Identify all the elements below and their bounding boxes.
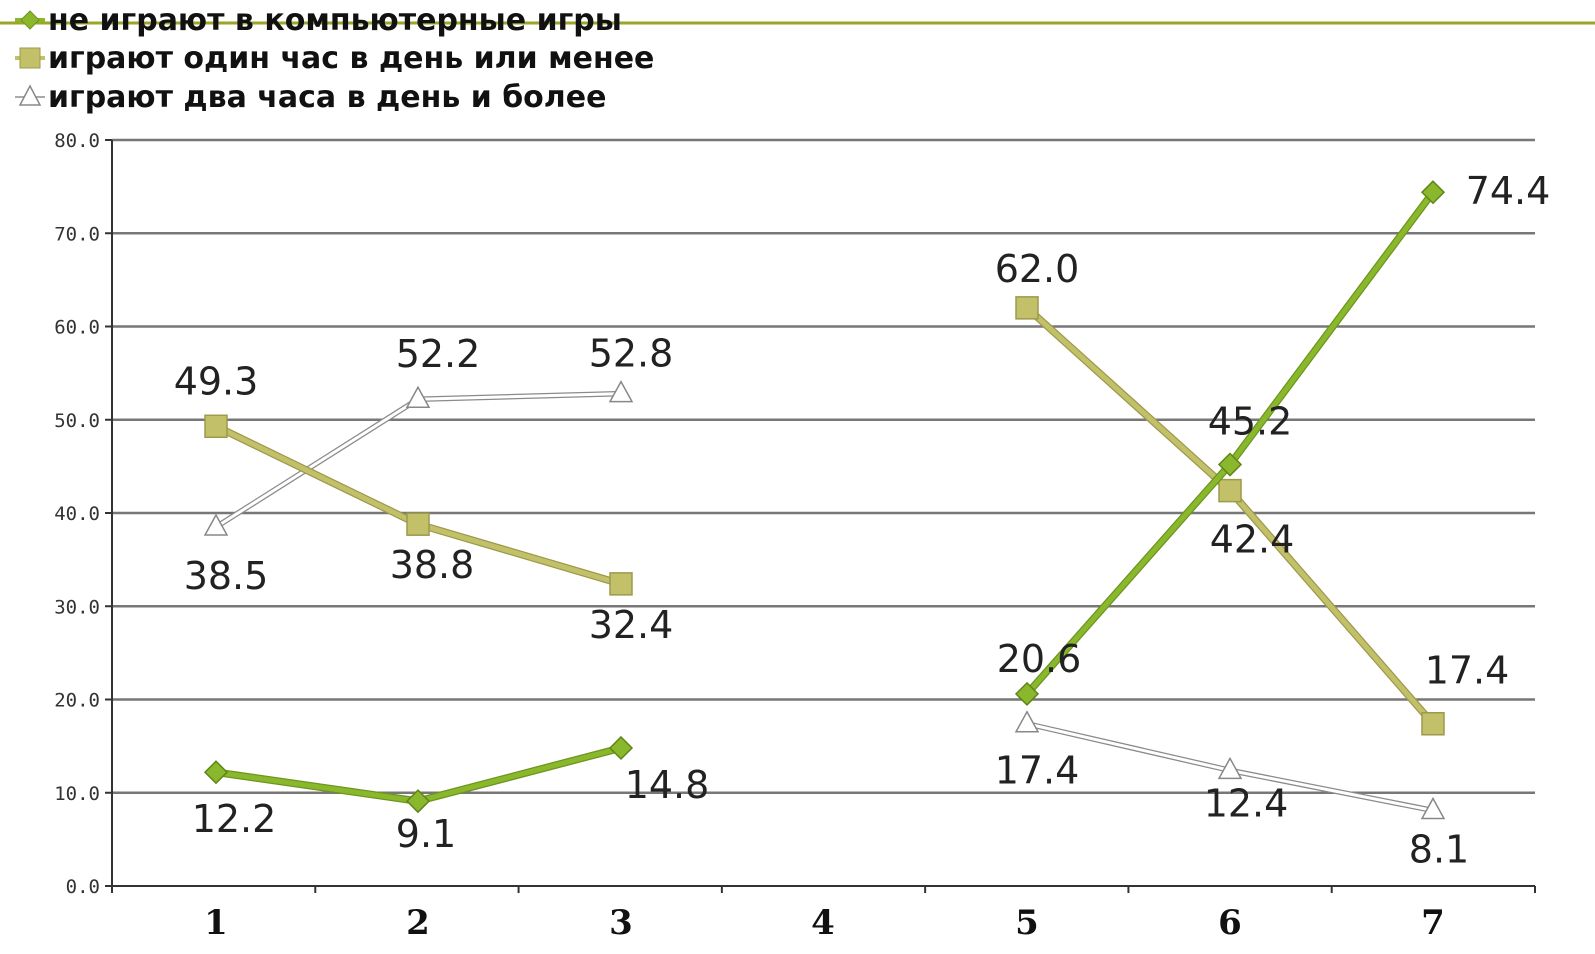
- y-tick-label: 80.0: [54, 130, 100, 152]
- x-tick-label: 6: [1218, 903, 1242, 943]
- data-point-square: [204, 414, 228, 439]
- y-tick-label: 40.0: [54, 503, 100, 525]
- series-2: [204, 296, 1445, 736]
- data-point-diamond: [1217, 452, 1243, 477]
- series-line: [215, 392, 622, 529]
- y-tick-label: 30.0: [54, 596, 100, 618]
- x-tick-label: 3: [609, 903, 633, 943]
- data-point-triangle: [1217, 756, 1243, 780]
- y-tick-label: 50.0: [54, 410, 100, 432]
- x-axis-ticks: 1 2 3 4 5 6 7: [111, 886, 1536, 943]
- triangle-marker-icon: [18, 84, 42, 106]
- data-point-square: [1218, 478, 1242, 503]
- data-label-series-2: 32.4: [589, 603, 674, 647]
- legend-item-1: не играют в компьютерные игры: [15, 3, 622, 38]
- y-tick-label: 60.0: [54, 317, 100, 339]
- data-point-triangle: [608, 380, 634, 403]
- x-tick-label: 1: [204, 903, 228, 943]
- data-label-series-2: 62.0: [995, 247, 1080, 291]
- x-tick-label: 5: [1015, 903, 1039, 943]
- data-label-series-1: 74.4: [1466, 169, 1551, 213]
- series-line: [1025, 305, 1435, 726]
- data-label-series-3: 38.5: [184, 554, 269, 598]
- data-label-series-1: 12.2: [192, 797, 277, 841]
- y-tick-label: 10.0: [54, 783, 100, 805]
- data-point-square: [1015, 296, 1039, 320]
- legend-label-2: играют один час в день или менее: [48, 41, 654, 76]
- data-point-diamond: [1014, 681, 1040, 706]
- data-point-triangle: [1014, 710, 1040, 733]
- data-label-series-3: 8.1: [1409, 827, 1469, 871]
- legend-label-1: не играют в компьютерные игры: [48, 3, 622, 38]
- data-point-square: [609, 572, 633, 596]
- y-tick-label: 0.0: [66, 876, 100, 898]
- x-tick-label: 7: [1421, 903, 1445, 943]
- data-label-series-1: 45.2: [1208, 400, 1293, 444]
- series-line-outline: [1024, 305, 1436, 727]
- x-tick-label: 4: [811, 903, 835, 943]
- series-3: [203, 380, 1446, 820]
- y-tick-label: 20.0: [54, 690, 100, 712]
- data-label-series-2: 42.4: [1210, 518, 1295, 562]
- legend-item-3: играют два часа в день и более: [15, 80, 606, 115]
- data-point-triangle: [405, 385, 431, 408]
- data-label-series-2: 38.8: [390, 543, 475, 587]
- data-point-square: [1421, 711, 1445, 736]
- gridlines: [112, 138, 1535, 794]
- data-label-series-1: 14.8: [625, 763, 710, 807]
- data-point-triangle: [1420, 796, 1446, 820]
- square-marker-icon: [19, 47, 41, 69]
- data-label-series-3: 17.4: [995, 749, 1080, 793]
- y-axis-ticks: 0.0 10.0 20.0 30.0 40.0 50.0 60.0 70.0 80.0: [54, 130, 112, 898]
- data-point-diamond: [608, 735, 634, 761]
- series-1: [203, 180, 1446, 814]
- data-point-diamond: [1420, 180, 1446, 205]
- data-label-series-3: 52.2: [396, 332, 481, 376]
- x-tick-label: 2: [406, 903, 430, 943]
- legend-label-3: играют два часа в день и более: [48, 80, 606, 115]
- data-label-series-3: 12.4: [1204, 781, 1289, 825]
- data-point-diamond: [405, 789, 431, 814]
- y-tick-label: 70.0: [54, 223, 100, 245]
- data-label-series-1: 20.6: [997, 637, 1082, 681]
- data-point-square: [406, 512, 430, 536]
- legend-item-2: играют один час в день или менее: [15, 41, 654, 76]
- diamond-marker-icon: [20, 10, 40, 30]
- data-label-series-3: 52.8: [589, 332, 674, 376]
- series-line-outline: [214, 390, 622, 530]
- data-point-diamond: [203, 760, 229, 785]
- data-label-series-1: 9.1: [396, 812, 456, 856]
- data-label-series-2: 49.3: [174, 359, 259, 403]
- data-labels: 12.2 9.1 14.8 20.6 45.2 74.4 49.3 38.8 32.4 62.0 4…: [174, 169, 1551, 871]
- data-point-triangle: [203, 513, 229, 536]
- data-label-series-2: 17.4: [1425, 649, 1510, 693]
